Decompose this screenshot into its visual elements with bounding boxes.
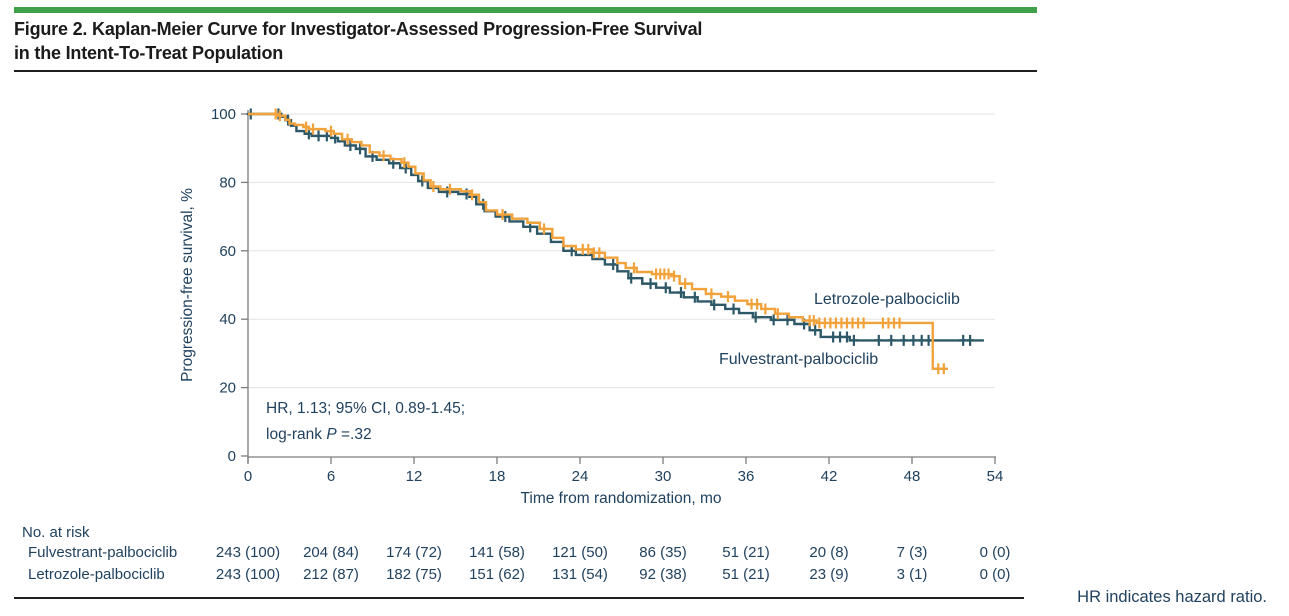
x-tick-label: 18 <box>489 468 506 485</box>
y-axis-title: Progression-free survival, % <box>179 188 196 382</box>
figure-bottom-rule <box>14 597 1024 599</box>
curve-label-fulvestrant: Fulvestrant-palbociclib <box>719 351 879 368</box>
at-risk-value: 243 (100) <box>215 566 281 583</box>
x-tick-label: 12 <box>406 468 423 485</box>
at-risk-value: 141 (58) <box>469 544 525 561</box>
at-risk-value: 131 (54) <box>552 566 608 583</box>
at-risk-value: 20 (8) <box>809 544 849 561</box>
figure-top-accent-bar <box>14 7 1037 13</box>
figure-footnote: HR indicates hazard ratio. <box>1077 588 1267 606</box>
x-tick-label: 36 <box>738 468 755 485</box>
at-risk-value: 182 (75) <box>386 566 442 583</box>
at-risk-value: 151 (62) <box>469 566 525 583</box>
at-risk-value: 92 (38) <box>639 566 687 583</box>
at-risk-value: 204 (84) <box>303 544 359 561</box>
hr-annotation-line1: HR, 1.13; 95% CI, 0.89-1.45; <box>266 400 466 417</box>
y-tick-label: 100 <box>211 106 236 123</box>
at-risk-header: No. at risk <box>22 524 90 541</box>
at-risk-value: 86 (35) <box>639 544 687 561</box>
hr-statistics-annotation: HR, 1.13; 95% CI, 0.89-1.45; log-rank P … <box>266 396 465 448</box>
y-tick-label: 0 <box>228 448 236 465</box>
y-tick-label: 20 <box>219 380 236 397</box>
x-tick-label: 6 <box>327 468 335 485</box>
x-tick-label: 54 <box>987 468 1004 485</box>
x-tick-label: 42 <box>821 468 838 485</box>
y-tick-label: 40 <box>219 311 236 328</box>
at-risk-value: 51 (21) <box>722 566 770 583</box>
at-risk-value: 0 (0) <box>979 566 1011 583</box>
at-risk-value: 121 (50) <box>552 544 608 561</box>
hr-annotation-line2: log-rank P =.32 <box>266 426 372 443</box>
at-risk-row-label-letrozole: Letrozole-palbociclib <box>28 566 165 583</box>
x-axis-title: Time from randomization, mo <box>520 490 722 507</box>
censor-marks-letrozole <box>271 108 948 375</box>
x-tick-label: 0 <box>244 468 252 485</box>
at-risk-row-label-fulvestrant: Fulvestrant-palbociclib <box>28 544 178 561</box>
p-value-symbol: P <box>326 426 337 443</box>
at-risk-value: 0 (0) <box>979 544 1011 561</box>
figure-title-line1: Figure 2. Kaplan-Meier Curve for Investi… <box>14 19 703 39</box>
figure-title-line2: in the Intent-To-Treat Population <box>14 43 284 63</box>
at-risk-value: 174 (72) <box>386 544 442 561</box>
y-tick-label: 80 <box>219 174 236 191</box>
figure-title: Figure 2. Kaplan-Meier Curve for Investi… <box>14 17 702 65</box>
x-tick-label: 48 <box>904 468 921 485</box>
title-divider-rule <box>14 70 1037 72</box>
km-curve-letrozole <box>248 112 948 370</box>
y-tick-label: 60 <box>219 243 236 260</box>
at-risk-value: 212 (87) <box>303 566 359 583</box>
censor-marks-fulvestrant <box>246 108 975 346</box>
at-risk-value: 3 (1) <box>896 566 928 583</box>
at-risk-value: 243 (100) <box>215 544 281 561</box>
at-risk-value: 23 (9) <box>809 566 849 583</box>
x-tick-label: 30 <box>655 468 672 485</box>
at-risk-value: 7 (3) <box>896 544 928 561</box>
at-risk-value: 51 (21) <box>722 544 770 561</box>
x-tick-label: 24 <box>572 468 589 485</box>
curve-label-letrozole: Letrozole-palbociclib <box>814 291 960 308</box>
